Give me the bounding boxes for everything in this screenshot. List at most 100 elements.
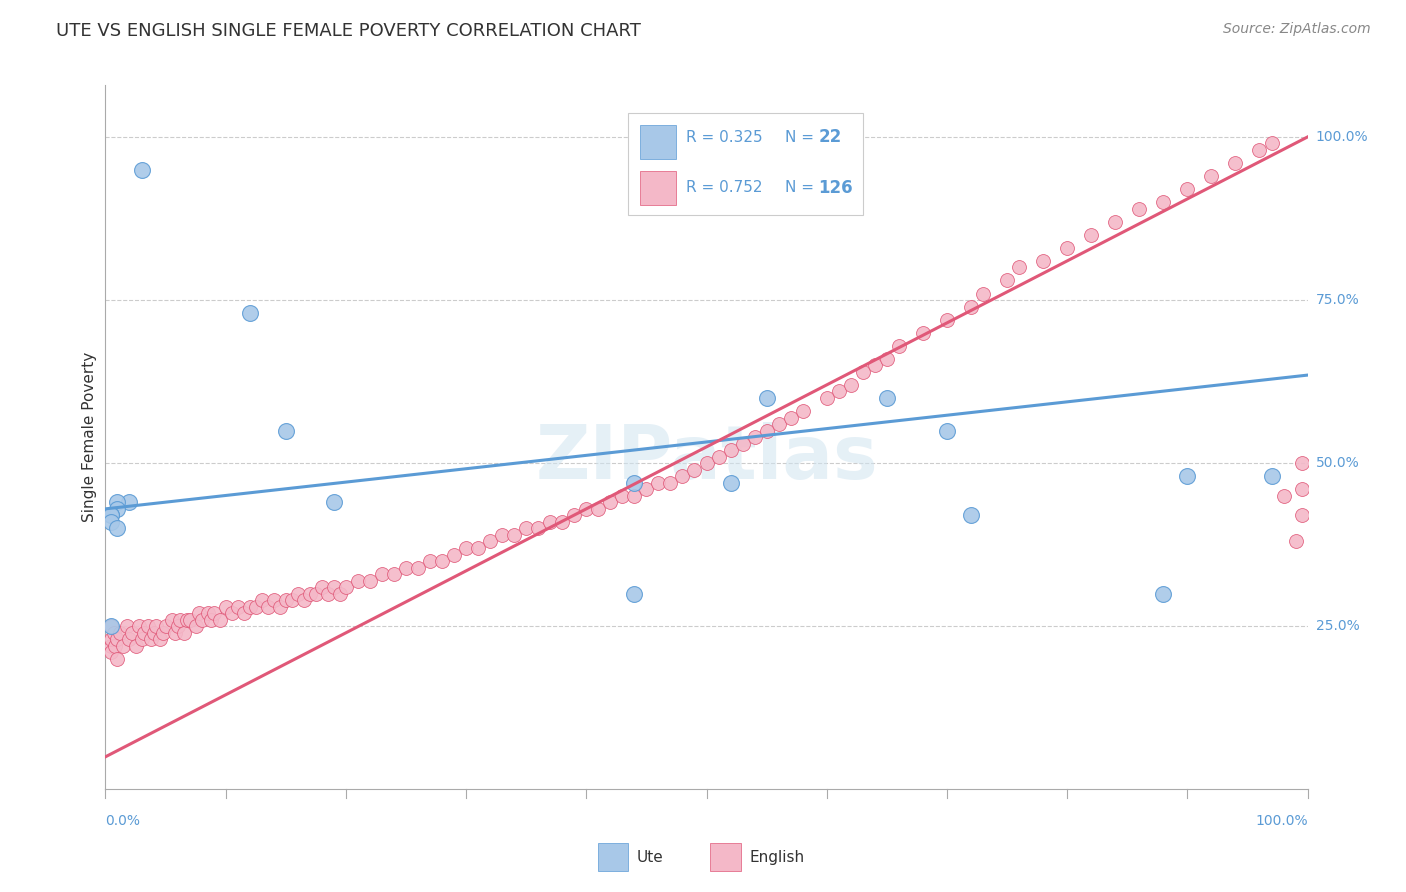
Point [382,567,405,582]
Point [142,625,165,640]
Point [232,607,254,621]
Point [671,469,693,483]
Point [623,489,645,503]
Text: 22: 22 [818,128,842,146]
Point [132,625,155,640]
Point [239,599,262,614]
Y-axis label: Single Female Poverty: Single Female Poverty [82,352,97,522]
Point [107,501,129,516]
Point [131,162,153,177]
Point [155,619,177,633]
Point [250,593,273,607]
Point [395,560,418,574]
Point [1225,156,1247,170]
Point [815,391,838,405]
Point [100,515,122,529]
Point [623,475,645,490]
Point [190,613,212,627]
Point [188,607,211,621]
Point [179,613,201,627]
Point [287,587,309,601]
Point [1152,195,1174,210]
Point [828,384,851,399]
Point [347,574,370,588]
Point [768,417,790,431]
Point [322,580,344,594]
Point [263,593,285,607]
Point [118,632,141,647]
Point [467,541,489,555]
Point [124,639,146,653]
Point [118,495,141,509]
Point [612,489,634,503]
Point [1260,469,1282,483]
Point [659,475,682,490]
Text: 100.0%: 100.0% [1256,814,1308,829]
Point [221,607,243,621]
Point [136,619,159,633]
Point [887,339,910,353]
Point [359,574,381,588]
Text: 75.0%: 75.0% [1316,293,1360,307]
Point [112,639,135,653]
Text: Ute: Ute [637,850,664,864]
Point [1080,227,1102,242]
Point [1201,169,1223,183]
Text: 0.0%: 0.0% [105,814,141,829]
Point [707,450,730,464]
Text: 25.0%: 25.0% [1316,619,1360,633]
Point [538,515,561,529]
Point [720,475,742,490]
Point [430,554,453,568]
Point [551,515,574,529]
Text: R = 0.325: R = 0.325 [686,130,762,145]
Point [599,495,621,509]
Point [936,424,959,438]
Point [562,508,585,523]
Text: Source: ZipAtlas.com: Source: ZipAtlas.com [1223,22,1371,37]
Point [152,625,174,640]
Point [148,632,170,647]
Point [100,508,122,523]
Point [936,312,959,326]
Point [128,619,150,633]
Point [115,619,138,633]
Point [103,625,125,640]
Point [107,652,129,666]
Point [1291,483,1313,497]
Point [443,548,465,562]
Point [176,613,198,627]
Point [960,300,983,314]
Point [636,483,658,497]
Point [335,580,357,594]
Point [139,632,162,647]
Point [145,619,167,633]
Point [839,377,862,392]
Point [160,613,183,627]
Point [731,436,754,450]
Point [100,632,122,647]
Point [1272,489,1295,503]
Point [208,613,231,627]
Point [744,430,766,444]
Point [108,625,131,640]
Point [1260,136,1282,151]
Point [107,495,129,509]
Point [311,580,333,594]
Text: R = 0.752: R = 0.752 [686,180,762,195]
Point [322,495,344,509]
Point [107,521,129,535]
Point [173,625,195,640]
Point [683,463,706,477]
Point [214,599,236,614]
Point [863,359,886,373]
Point [269,599,291,614]
Point [256,599,278,614]
Point [995,273,1018,287]
Point [166,619,188,633]
Point [1032,253,1054,268]
Point [184,619,207,633]
Point [911,326,934,340]
Point [755,391,778,405]
Point [298,587,321,601]
